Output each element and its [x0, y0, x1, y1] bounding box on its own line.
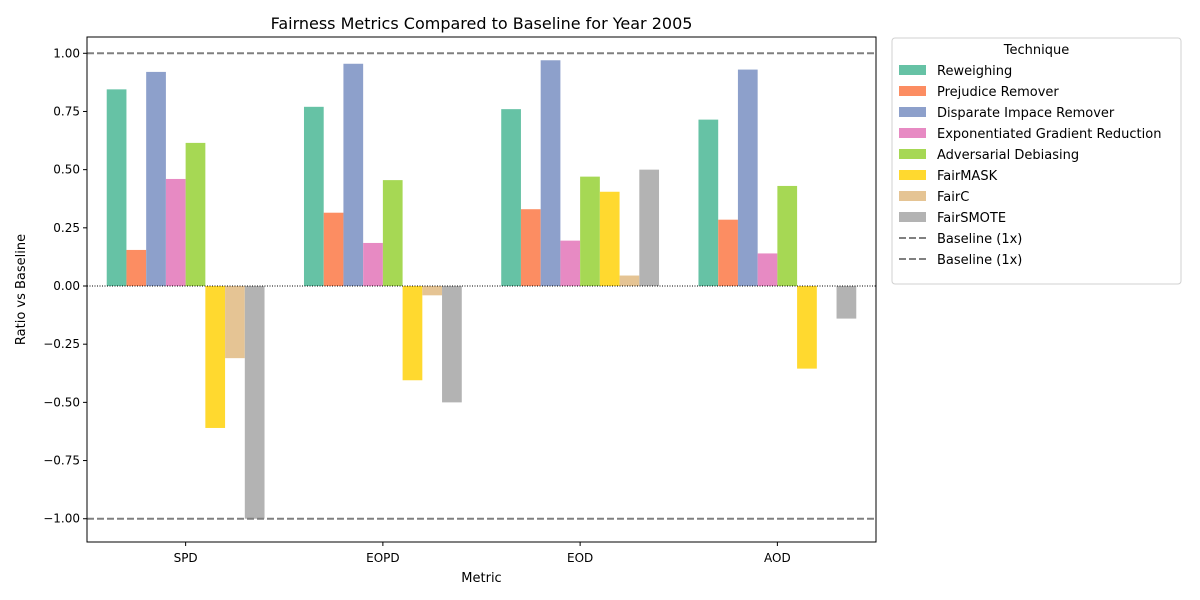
- legend-box: [891, 37, 1182, 285]
- x-tick-label: EOPD: [366, 551, 400, 565]
- bar: [303, 106, 324, 287]
- bar: [244, 286, 265, 519]
- bar: [639, 169, 660, 287]
- bar: [442, 286, 462, 403]
- y-tick-label: −0.75: [43, 454, 80, 468]
- x-tick-label: EOD: [567, 551, 593, 565]
- bar: [422, 286, 443, 296]
- legend-swatch: [899, 107, 926, 117]
- bar: [343, 63, 364, 287]
- bar: [185, 142, 206, 287]
- y-tick-label: −0.50: [43, 395, 80, 409]
- bar: [225, 286, 245, 359]
- bar: [205, 286, 226, 428]
- bar: [580, 176, 600, 287]
- x-tick-label: SPD: [174, 551, 198, 565]
- legend-swatch: [899, 191, 926, 201]
- bar: [560, 240, 581, 287]
- legend-label: Prejudice Remover: [937, 85, 1059, 100]
- legend: Technique Reweighing Prejudice Remover Dis…: [891, 37, 1182, 285]
- bar: [836, 286, 857, 319]
- legend-items: Reweighing Prejudice Remover Disparate Imp…: [899, 64, 1161, 268]
- legend-swatch: [899, 149, 926, 159]
- chart-title: Fairness Metrics Compared to Baseline fo…: [271, 14, 693, 33]
- bar: [106, 89, 127, 287]
- bar: [737, 69, 758, 287]
- legend-swatch: [899, 170, 926, 180]
- legend-label: Baseline (1x): [937, 253, 1022, 268]
- y-tick-label: 0.00: [53, 279, 80, 293]
- legend-swatch: [899, 86, 926, 96]
- y-tick-label: 0.50: [53, 163, 80, 177]
- bar: [146, 71, 166, 287]
- plot-frame: [86, 36, 877, 543]
- legend-label: Reweighing: [937, 64, 1012, 79]
- legend-label: FairMASK: [937, 169, 998, 184]
- bar: [777, 185, 798, 287]
- x-tick-label: AOD: [764, 551, 791, 565]
- bars-layer: [106, 60, 857, 519]
- bar: [599, 191, 620, 287]
- x-axis-label: Metric: [461, 571, 501, 586]
- y-axis-label: Ratio vs Baseline: [14, 234, 29, 345]
- y-tick-label: 0.75: [53, 104, 80, 118]
- y-axis: −1.00 −0.75 −0.50 −0.25 0.00 0.25 0.50 0.75 1.00: [43, 46, 87, 526]
- bar: [757, 253, 778, 287]
- bar: [382, 180, 403, 287]
- bar: [402, 286, 423, 381]
- bar: [126, 249, 147, 287]
- legend-swatch: [899, 65, 926, 75]
- legend-label: FairC: [937, 190, 969, 205]
- y-tick-label: 1.00: [53, 46, 80, 60]
- legend-label: Adversarial Debiasing: [937, 148, 1079, 163]
- y-tick-label: −1.00: [43, 512, 80, 526]
- legend-label: Disparate Impace Remover: [937, 106, 1115, 121]
- legend-label: Exponentiated Gradient Reduction: [937, 127, 1161, 142]
- legend-swatch: [899, 128, 926, 138]
- bar: [540, 60, 561, 287]
- bar: [619, 275, 640, 287]
- bar: [323, 212, 344, 287]
- y-tick-label: −0.25: [43, 337, 80, 351]
- legend-label: Baseline (1x): [937, 232, 1022, 247]
- legend-label: FairSMOTE: [937, 211, 1006, 226]
- bar: [520, 209, 541, 287]
- reference-lines-layer: [87, 52, 876, 520]
- bar: [363, 242, 383, 287]
- bar: [165, 178, 186, 287]
- legend-swatch: [899, 212, 926, 222]
- x-axis: SPD EOPD EOD AOD: [174, 542, 791, 565]
- bar: [501, 109, 521, 287]
- bar: [718, 219, 738, 287]
- bar: [797, 286, 817, 369]
- y-tick-label: 0.25: [53, 221, 80, 235]
- bar: [698, 119, 719, 287]
- legend-title: Technique: [1003, 43, 1069, 58]
